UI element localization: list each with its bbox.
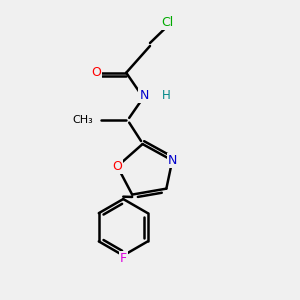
- Text: O: O: [92, 66, 101, 79]
- Text: O: O: [112, 160, 122, 173]
- Text: CH₃: CH₃: [73, 115, 94, 125]
- Text: N: N: [168, 154, 177, 167]
- Text: N: N: [140, 88, 149, 101]
- Text: Cl: Cl: [162, 16, 174, 29]
- Text: H: H: [162, 88, 171, 101]
- Text: F: F: [120, 252, 127, 265]
